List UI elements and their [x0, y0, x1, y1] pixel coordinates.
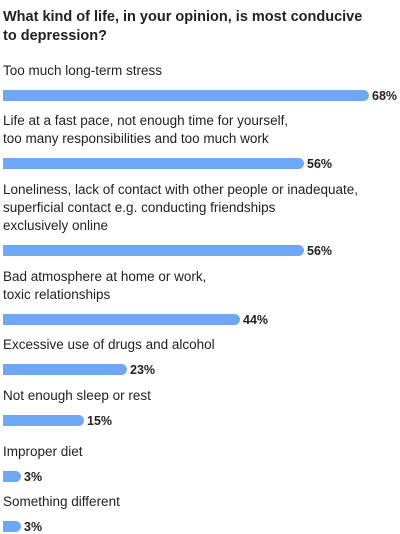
bar — [3, 471, 21, 482]
bar-value-label: 3% — [24, 520, 43, 534]
bar-value-label: 23% — [130, 363, 156, 377]
bar-item: Excessive use of drugs and alcohol 23% — [3, 336, 400, 377]
bar — [3, 158, 304, 169]
bar-row: 23% — [3, 359, 400, 377]
bar-label: Not enough sleep or rest — [3, 388, 151, 403]
bar-label: Too much long-term stress — [3, 63, 163, 78]
bar — [3, 314, 240, 325]
bar-row: 3% — [3, 516, 400, 534]
bar-row: 56% — [3, 153, 400, 171]
bar-item: Life at a fast pace, not enough time for… — [3, 112, 400, 171]
bar-value-label: 56% — [307, 157, 333, 171]
bar — [3, 90, 369, 101]
chart-title: What kind of life, in your opinion, is m… — [3, 9, 363, 44]
bar-label: Something different — [3, 494, 120, 509]
bar-row: 68% — [3, 85, 400, 103]
bar-item: Improper diet 3% — [3, 443, 400, 484]
bar-label: Bad atmosphere at home or work, toxic re… — [3, 269, 207, 302]
bar-value-label: 15% — [87, 414, 113, 428]
bar-value-label: 68% — [372, 89, 398, 103]
bar-label: Loneliness, lack of contact with other p… — [3, 182, 358, 233]
bar-item: Something different 3% — [3, 493, 400, 534]
bar-label: Improper diet — [3, 444, 83, 459]
bar-value-label: 3% — [24, 470, 43, 484]
bar-row: 3% — [3, 466, 400, 484]
bar — [3, 364, 127, 375]
bar — [3, 415, 84, 426]
bar-row: 56% — [3, 240, 400, 258]
bar — [3, 245, 304, 256]
bar-row: 15% — [3, 410, 400, 428]
bar-value-label: 56% — [307, 244, 333, 258]
bar-item: Too much long-term stress 68% — [3, 62, 400, 103]
bar-item: Loneliness, lack of contact with other p… — [3, 181, 400, 258]
bar-item: Bad atmosphere at home or work, toxic re… — [3, 268, 400, 327]
bar-item: Not enough sleep or rest 15% — [3, 387, 400, 428]
bar-label: Life at a fast pace, not enough time for… — [3, 113, 289, 146]
bar-label: Excessive use of drugs and alcohol — [3, 337, 215, 352]
bar-value-label: 44% — [243, 313, 269, 327]
bar-row: 44% — [3, 309, 400, 327]
